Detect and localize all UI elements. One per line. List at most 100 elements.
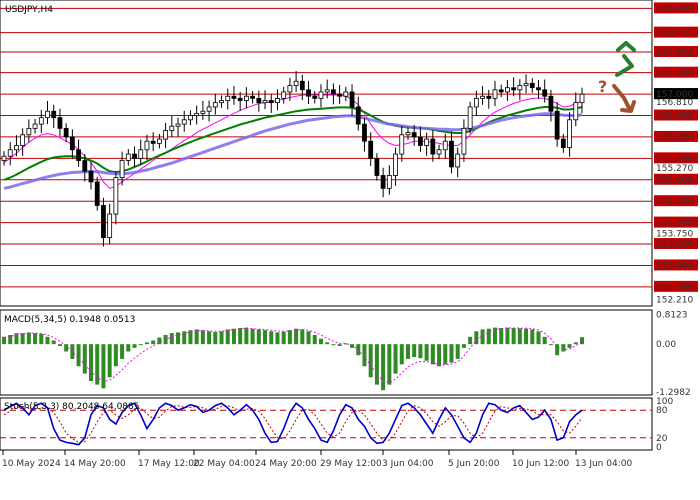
price-tick-label: 156.810	[656, 98, 693, 108]
macd-bar	[294, 328, 299, 345]
macd-bar	[231, 328, 236, 345]
candle-body	[150, 140, 156, 144]
macd-bar	[405, 344, 410, 359]
candle-body	[505, 87, 510, 93]
macd-bar	[474, 331, 479, 345]
candle-body	[275, 97, 280, 104]
macd-bar	[362, 344, 367, 367]
macd-bar	[45, 336, 50, 345]
price-label-bg	[654, 173, 698, 185]
candle-body	[542, 89, 548, 97]
price-label-bg	[654, 280, 698, 292]
price-label-bg	[654, 152, 698, 164]
candle-body	[144, 140, 150, 151]
candle-body	[455, 153, 461, 168]
macd-bar	[536, 331, 541, 345]
candle-body	[281, 91, 287, 99]
price-label-bg	[654, 26, 698, 38]
macd-bar	[381, 344, 386, 391]
candle-body	[523, 82, 529, 86]
macd-bar	[437, 344, 442, 367]
candle-body	[38, 117, 44, 125]
macd-bar	[120, 344, 125, 359]
macd-bar	[225, 329, 230, 345]
price-tick-label: 156.000	[656, 133, 693, 143]
candle-body	[107, 213, 113, 239]
candle-body	[492, 89, 498, 99]
time-tick-label: 13 Jun 04:00	[575, 459, 632, 469]
macd-bar	[325, 342, 330, 345]
price-tick-label: 154.500	[656, 197, 693, 207]
price-label-bg	[654, 66, 698, 78]
macd-signal-line	[3, 327, 583, 384]
macd-bar	[350, 344, 355, 348]
macd-bar	[2, 336, 6, 345]
macd-bar	[480, 329, 485, 345]
macd-bar	[64, 344, 69, 352]
candle-body	[169, 125, 175, 131]
candle-body	[94, 181, 100, 206]
candle-body	[156, 138, 162, 144]
macd-bar	[424, 344, 429, 361]
candle-body	[324, 89, 330, 93]
candle-body	[567, 119, 572, 149]
candle-body	[393, 153, 398, 176]
candle-body	[529, 82, 535, 89]
price-tick-label: 159.000	[656, 4, 693, 14]
macd-bar	[57, 344, 62, 347]
candle-body	[163, 130, 168, 140]
candle-body	[405, 132, 411, 136]
price-tick-label: 155.000	[656, 176, 693, 186]
candle-body	[14, 145, 19, 151]
candle-body	[560, 138, 566, 149]
price-label-bg	[654, 238, 698, 250]
macd-bar	[238, 327, 243, 345]
candle-body	[312, 95, 318, 99]
macd-bar	[306, 331, 311, 345]
price-label-bg	[654, 46, 698, 58]
macd-bar	[76, 344, 81, 367]
price-tick-label: 157.982	[656, 48, 693, 58]
macd-bar	[455, 344, 460, 359]
macd-bar	[374, 344, 379, 385]
macd-bar	[250, 328, 255, 345]
candle-body	[486, 95, 492, 99]
candle-body	[299, 80, 305, 91]
macd-bar	[182, 331, 187, 345]
candle-body	[418, 136, 423, 146]
macd-bar	[169, 333, 174, 345]
price-tick-label: 157.500	[656, 69, 693, 79]
candle-body	[101, 205, 106, 239]
macd-bar	[300, 329, 305, 345]
stochastic-tick-label: 20	[656, 434, 668, 444]
macd-bar	[194, 329, 199, 345]
macd-bar	[573, 342, 578, 345]
stochastic-tick-label: 80	[656, 406, 668, 416]
candle-body	[349, 91, 355, 108]
macd-bar	[269, 331, 274, 345]
macd-bar	[387, 344, 392, 385]
macd-bar	[70, 344, 75, 359]
price-label-bg	[654, 109, 698, 121]
macd-bar	[188, 330, 193, 345]
candle-body	[188, 115, 193, 121]
price-axis: 159.000 158.435 157.982 157.500 157.000156.8…	[654, 2, 698, 305]
candle-body	[256, 97, 262, 104]
candle-body	[449, 140, 454, 168]
macd-bar	[524, 328, 529, 345]
macd-bar	[176, 332, 181, 345]
macd-bar	[505, 327, 510, 345]
candle-body	[380, 175, 386, 189]
candle-body	[355, 106, 361, 125]
candle-body	[548, 95, 554, 112]
stochastic-signal-line	[3, 405, 583, 443]
candlesticks	[1, 70, 585, 247]
macd-indicator	[2, 327, 584, 391]
candle-body	[386, 175, 392, 189]
macd-bar	[256, 329, 261, 345]
candle-body	[132, 153, 137, 159]
candle-body	[343, 91, 349, 97]
candle-body	[442, 140, 448, 151]
macd-bar	[318, 338, 323, 345]
